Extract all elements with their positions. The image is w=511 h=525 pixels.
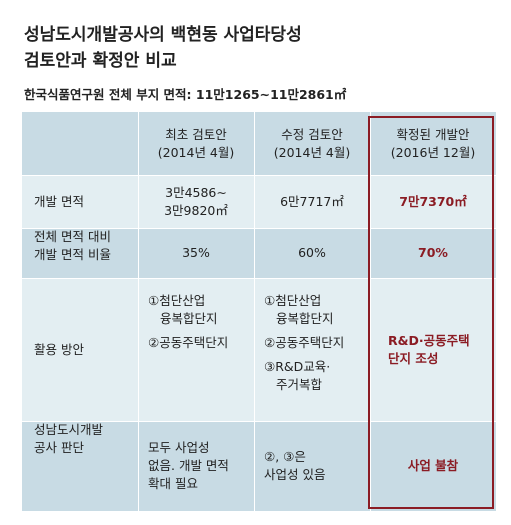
header-initial: 최초 검토안 (2014년 4월) — [138, 112, 254, 175]
header-final-date: (2016년 12월) — [390, 144, 476, 160]
row-divider — [22, 421, 496, 422]
column-divider — [254, 112, 255, 511]
usage-revised-item: 주거복합 — [276, 377, 323, 392]
title-line-2: 검토안과 확정안 비교 — [24, 51, 177, 71]
header-row-bg — [22, 112, 496, 175]
header-initial-date: (2014년 4월) — [157, 144, 235, 160]
header-initial-name: 최초 검토안 — [165, 126, 227, 142]
usage-revised-item: 융복합단지 — [276, 311, 334, 326]
row-bg-ratio — [22, 228, 496, 278]
row-label-area: 개발 면적 — [34, 193, 84, 209]
column-divider — [370, 112, 371, 511]
header-final: 확정된 개발안 (2016년 12월) — [370, 112, 496, 175]
site-area-caption: 한국식품연구원 전체 부지 면적: 11만1265∼11만2861㎡ — [24, 87, 347, 102]
header-revised-date: (2014년 4월) — [273, 144, 351, 160]
row-divider — [22, 278, 496, 279]
judgment-revised: ②, ③은 사업성 있음 — [264, 449, 326, 482]
area-initial-line: 3만9820㎡ — [164, 202, 228, 218]
area-final: 7만7370㎡ — [399, 193, 467, 209]
header-revised: 수정 검토안 (2014년 4월) — [254, 112, 370, 175]
row-bg-judgment — [22, 421, 496, 511]
area-initial: 3만4586∼ 3만9820㎡ — [138, 175, 254, 228]
title-line-1: 성남도시개발공사의 백현동 사업타당성 — [24, 25, 302, 45]
usage-initial: ①첨단산업 융복합단지 ②공동주택단지 — [138, 278, 254, 421]
column-divider — [138, 112, 139, 511]
row-label-usage: 활용 방안 — [34, 341, 84, 357]
usage-revised: ①첨단산업 융복합단지 ②공동주택단지 ③R&D교육· 주거복합 — [254, 278, 370, 421]
ratio-revised: 60% — [298, 245, 326, 260]
usage-initial-item: 융복합단지 — [160, 311, 218, 326]
usage-revised-item: ①첨단산업 — [264, 293, 322, 308]
judgment-initial: 모두 사업성 없음. 개발 면적 확대 필요 — [148, 440, 229, 491]
row-bg-usage — [22, 278, 496, 421]
ratio-initial: 35% — [182, 245, 210, 260]
page-title: 성남도시개발공사의 백현동 사업타당성 검토안과 확정안 비교 — [24, 22, 494, 74]
comparison-table: 최초 검토안 (2014년 4월) 수정 검토안 (2014년 4월) 확정된 … — [22, 112, 496, 511]
header-final-name: 확정된 개발안 — [396, 126, 470, 142]
row-divider — [22, 228, 496, 229]
area-revised: 6만7717㎡ — [280, 193, 344, 209]
row-bg-area — [22, 175, 496, 228]
ratio-final: 70% — [418, 245, 448, 260]
area-initial-line: 3만4586∼ — [165, 184, 227, 200]
usage-initial-item: ②공동주택단지 — [148, 335, 229, 350]
usage-revised-item: ②공동주택단지 — [264, 335, 345, 350]
usage-initial-item: ①첨단산업 — [148, 293, 206, 308]
judgment-final: 사업 불참 — [407, 458, 459, 473]
row-label-judgment: 성남도시개발 공사 판단 — [34, 422, 104, 455]
header-revised-name: 수정 검토안 — [281, 126, 343, 142]
usage-revised-item: ③R&D교육· — [264, 359, 331, 374]
row-divider — [22, 175, 496, 176]
row-label-ratio: 전체 면적 대비 개발 면적 비율 — [34, 229, 111, 262]
usage-final: R&D·공동주택 단지 조성 — [388, 332, 470, 366]
